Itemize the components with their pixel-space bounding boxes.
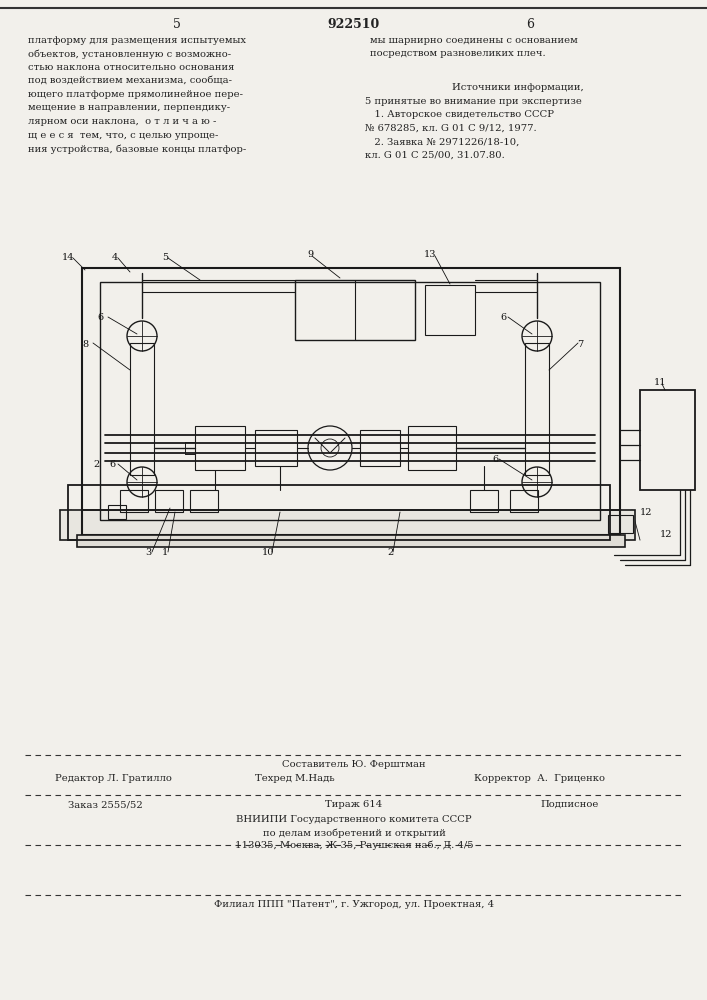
Text: по делам изобретений и открытий: по делам изобретений и открытий <box>262 828 445 838</box>
Text: кл. G 01 C 25/00, 31.07.80.: кл. G 01 C 25/00, 31.07.80. <box>365 151 505 160</box>
Bar <box>108 505 126 519</box>
Bar <box>360 430 400 466</box>
Text: 6: 6 <box>526 18 534 31</box>
Text: 14: 14 <box>62 253 74 262</box>
Text: 9: 9 <box>307 250 313 259</box>
Text: ВНИИПИ Государственного комитета СССР: ВНИИПИ Государственного комитета СССР <box>236 815 472 824</box>
Text: Тираж 614: Тираж 614 <box>325 800 382 809</box>
Text: 8: 8 <box>82 340 88 349</box>
Bar <box>100 282 600 520</box>
Text: 113035, Москва, Ж-35, Раушская наб., Д. 4/5: 113035, Москва, Ж-35, Раушская наб., Д. … <box>235 841 473 850</box>
Text: 2. Заявка № 2971226/18-10,: 2. Заявка № 2971226/18-10, <box>365 137 520 146</box>
Bar <box>120 490 148 512</box>
Text: 5 принятые во внимание при экспертизе: 5 принятые во внимание при экспертизе <box>365 97 582 106</box>
Text: Составитель Ю. Ферштман: Составитель Ю. Ферштман <box>282 760 426 769</box>
Text: № 678285, кл. G 01 C 9/12, 1977.: № 678285, кл. G 01 C 9/12, 1977. <box>365 124 537 133</box>
Text: лярном оси наклона,  о т л и ч а ю -: лярном оси наклона, о т л и ч а ю - <box>28 117 216 126</box>
Text: 1. Авторское свидетельство СССР: 1. Авторское свидетельство СССР <box>365 110 554 119</box>
Text: ющего платформе прямолинейное пере-: ющего платформе прямолинейное пере- <box>28 90 243 99</box>
Text: Техред М.Надь: Техред М.Надь <box>255 774 334 783</box>
Text: 1: 1 <box>162 548 168 557</box>
Bar <box>77 535 625 547</box>
Text: Заказ 2555/52: Заказ 2555/52 <box>68 800 143 809</box>
Text: 3: 3 <box>145 548 151 557</box>
Text: Подписное: Подписное <box>541 800 600 809</box>
Bar <box>408 426 456 470</box>
Text: под воздействием механизма, сообща-: под воздействием механизма, сообща- <box>28 77 232 86</box>
Text: 6: 6 <box>97 313 103 322</box>
Bar <box>82 268 620 535</box>
Bar <box>295 280 415 340</box>
Bar <box>608 515 633 533</box>
Bar <box>510 490 538 512</box>
Text: 6: 6 <box>109 460 115 469</box>
Bar <box>255 430 297 466</box>
Text: посредством разновеликих плеч.: посредством разновеликих плеч. <box>370 49 546 58</box>
Text: 4: 4 <box>112 253 118 262</box>
Text: стью наклона относительно основания: стью наклона относительно основания <box>28 63 235 72</box>
Text: 2: 2 <box>387 548 393 557</box>
Text: ния устройства, базовые концы платфор-: ния устройства, базовые концы платфор- <box>28 144 246 153</box>
Text: 6: 6 <box>492 455 498 464</box>
Text: Корректор  А.  Гриценко: Корректор А. Гриценко <box>474 774 605 783</box>
Bar <box>60 510 635 540</box>
Text: мещение в направлении, перпендику-: мещение в направлении, перпендику- <box>28 104 230 112</box>
Text: 13: 13 <box>423 250 436 259</box>
Bar <box>68 485 610 540</box>
Text: Источники информации,: Источники информации, <box>452 83 584 92</box>
Text: объектов, установленную с возможно-: объектов, установленную с возможно- <box>28 49 231 59</box>
Bar <box>525 343 549 475</box>
Text: 5: 5 <box>162 253 168 262</box>
Bar <box>190 490 218 512</box>
Text: Филиал ППП "Патент", г. Ужгород, ул. Проектная, 4: Филиал ППП "Патент", г. Ужгород, ул. Про… <box>214 900 494 909</box>
Bar <box>195 426 245 470</box>
Text: 10: 10 <box>262 548 274 557</box>
Text: Редактор Л. Гратилло: Редактор Л. Гратилло <box>55 774 172 783</box>
Text: 7: 7 <box>577 340 583 349</box>
Text: 12: 12 <box>640 508 653 517</box>
Text: мы шарнирно соединены с основанием: мы шарнирно соединены с основанием <box>370 36 578 45</box>
Text: платформу для размещения испытуемых: платформу для размещения испытуемых <box>28 36 246 45</box>
Bar <box>425 285 475 335</box>
Text: 5: 5 <box>173 18 181 31</box>
Text: 922510: 922510 <box>328 18 380 31</box>
Text: 11: 11 <box>654 378 666 387</box>
Text: 12: 12 <box>660 530 672 539</box>
Bar <box>155 490 183 512</box>
Bar <box>640 390 695 490</box>
Bar <box>470 490 498 512</box>
Text: 6: 6 <box>500 313 506 322</box>
Bar <box>130 343 154 475</box>
Text: 2: 2 <box>94 460 100 469</box>
Text: щ е е с я  тем, что, с целью упроще-: щ е е с я тем, что, с целью упроще- <box>28 130 218 139</box>
